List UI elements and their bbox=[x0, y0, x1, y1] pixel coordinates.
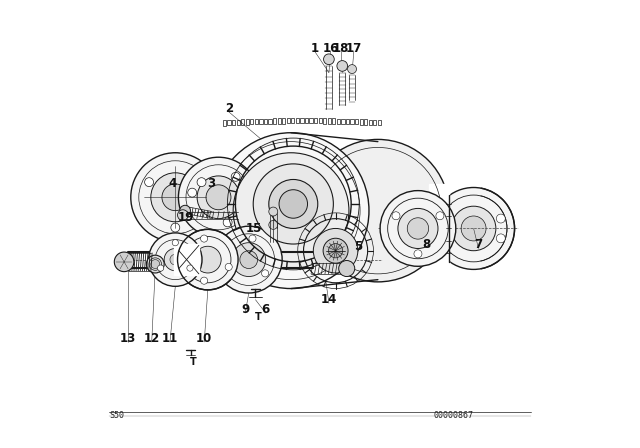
Circle shape bbox=[324, 54, 334, 65]
Text: 10: 10 bbox=[196, 332, 212, 345]
Text: 15: 15 bbox=[246, 222, 262, 235]
Circle shape bbox=[213, 133, 369, 289]
Circle shape bbox=[269, 207, 278, 216]
Text: 9: 9 bbox=[241, 303, 250, 316]
Text: 3: 3 bbox=[207, 177, 215, 190]
Circle shape bbox=[195, 246, 221, 273]
Circle shape bbox=[145, 178, 154, 187]
Polygon shape bbox=[429, 184, 449, 273]
Circle shape bbox=[225, 263, 232, 271]
Circle shape bbox=[172, 240, 179, 246]
Circle shape bbox=[307, 139, 449, 282]
Circle shape bbox=[328, 244, 342, 258]
Circle shape bbox=[200, 277, 207, 284]
Circle shape bbox=[337, 60, 348, 71]
Circle shape bbox=[157, 265, 164, 271]
Text: 13: 13 bbox=[120, 332, 136, 345]
Circle shape bbox=[115, 252, 134, 271]
Circle shape bbox=[177, 210, 188, 220]
Circle shape bbox=[407, 218, 429, 239]
Polygon shape bbox=[175, 244, 199, 275]
Circle shape bbox=[398, 208, 438, 249]
Circle shape bbox=[231, 172, 240, 181]
Circle shape bbox=[197, 176, 240, 219]
Circle shape bbox=[339, 260, 355, 276]
Circle shape bbox=[187, 265, 193, 271]
Circle shape bbox=[253, 164, 333, 244]
Circle shape bbox=[232, 243, 266, 276]
Circle shape bbox=[223, 218, 232, 227]
Circle shape bbox=[179, 157, 259, 237]
Text: 14: 14 bbox=[321, 293, 337, 306]
Circle shape bbox=[240, 251, 258, 268]
Text: T: T bbox=[189, 357, 196, 367]
Circle shape bbox=[269, 220, 278, 229]
Circle shape bbox=[269, 180, 318, 228]
Text: 19: 19 bbox=[177, 211, 194, 224]
Circle shape bbox=[131, 153, 220, 242]
Circle shape bbox=[348, 65, 356, 73]
Text: 00000867: 00000867 bbox=[434, 411, 474, 420]
Text: 11: 11 bbox=[162, 332, 178, 345]
Circle shape bbox=[180, 205, 191, 216]
Circle shape bbox=[170, 254, 180, 265]
Circle shape bbox=[279, 190, 308, 218]
Text: 8: 8 bbox=[423, 238, 431, 251]
Text: 5: 5 bbox=[354, 240, 362, 253]
Text: 6: 6 bbox=[262, 303, 270, 316]
Text: 7: 7 bbox=[474, 238, 483, 251]
Circle shape bbox=[200, 235, 207, 242]
Text: 16: 16 bbox=[323, 42, 339, 55]
Circle shape bbox=[206, 185, 231, 210]
Circle shape bbox=[461, 216, 486, 241]
Circle shape bbox=[216, 226, 282, 293]
Circle shape bbox=[188, 188, 196, 197]
Circle shape bbox=[497, 234, 505, 243]
Circle shape bbox=[147, 255, 164, 273]
Circle shape bbox=[233, 153, 349, 268]
Circle shape bbox=[451, 206, 496, 251]
Text: 18: 18 bbox=[333, 42, 349, 55]
Circle shape bbox=[148, 233, 202, 286]
Circle shape bbox=[436, 212, 444, 220]
Circle shape bbox=[197, 178, 206, 187]
Circle shape bbox=[164, 249, 186, 271]
Circle shape bbox=[151, 173, 200, 222]
Circle shape bbox=[433, 188, 515, 269]
Circle shape bbox=[171, 223, 180, 232]
Text: 1: 1 bbox=[310, 42, 319, 55]
Circle shape bbox=[262, 270, 269, 277]
Text: 2: 2 bbox=[225, 102, 233, 115]
Circle shape bbox=[249, 235, 256, 242]
Circle shape bbox=[392, 212, 400, 220]
Circle shape bbox=[151, 260, 160, 268]
Circle shape bbox=[414, 250, 422, 258]
Circle shape bbox=[177, 229, 238, 290]
Text: T: T bbox=[255, 312, 262, 322]
Text: 17: 17 bbox=[346, 42, 362, 55]
Text: 12: 12 bbox=[143, 332, 160, 345]
Circle shape bbox=[314, 228, 358, 273]
Circle shape bbox=[380, 190, 456, 266]
Text: 4: 4 bbox=[168, 177, 176, 190]
Circle shape bbox=[323, 238, 348, 263]
Circle shape bbox=[497, 214, 505, 223]
Text: S50: S50 bbox=[110, 411, 125, 420]
Circle shape bbox=[162, 184, 189, 211]
